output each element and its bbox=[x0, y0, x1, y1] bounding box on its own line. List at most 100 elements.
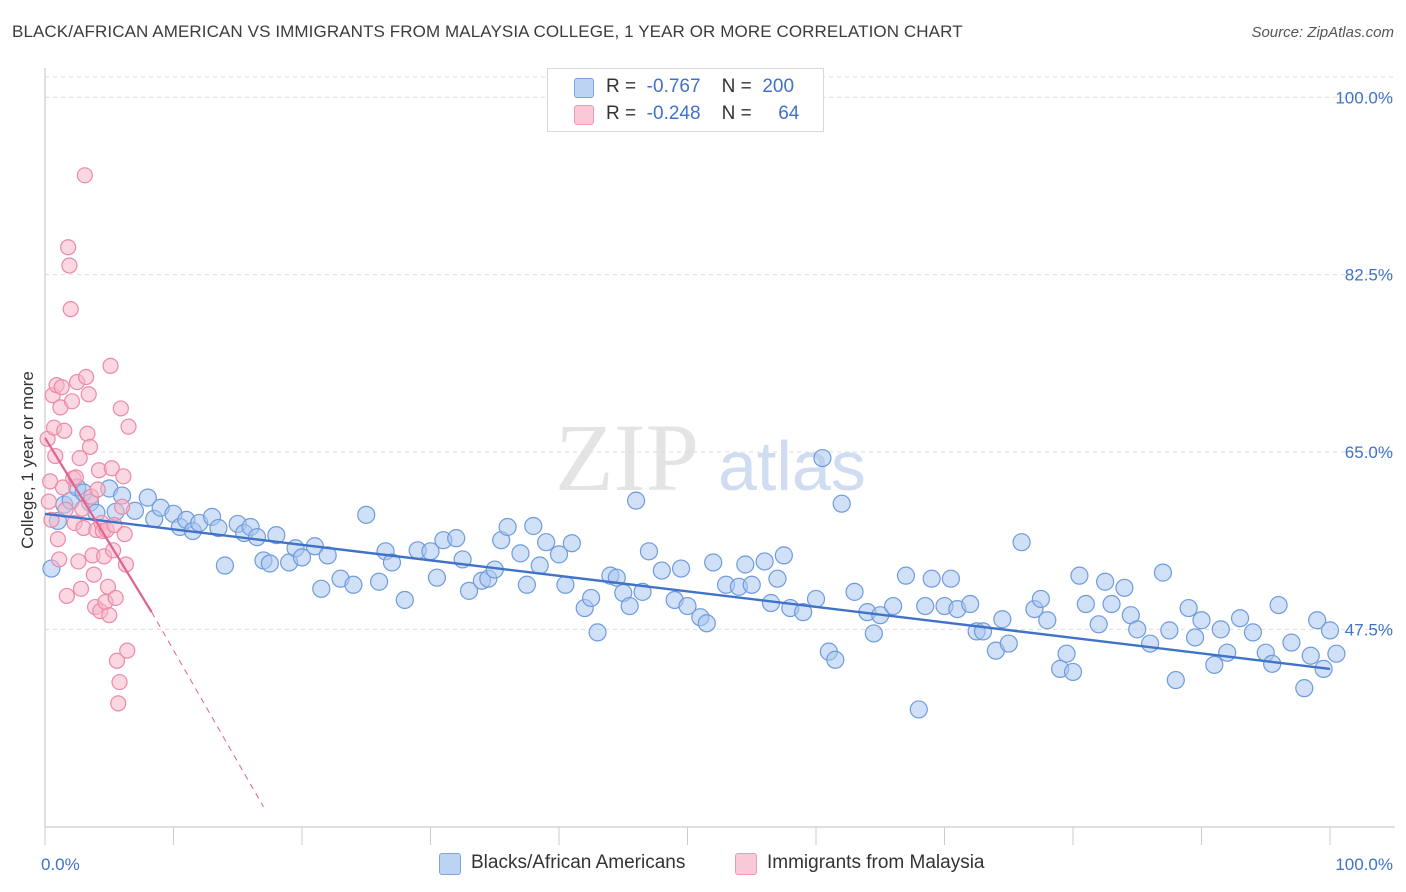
data-point-blacks bbox=[736, 555, 755, 574]
bottom-legend-label: Immigrants from Malaysia bbox=[767, 852, 985, 873]
data-point-malaysia bbox=[54, 479, 72, 496]
source-label: Source: ZipAtlas.com bbox=[1251, 24, 1394, 41]
data-point-malaysia bbox=[53, 379, 70, 396]
data-point-blacks bbox=[247, 528, 267, 547]
data-point-blacks bbox=[1308, 611, 1327, 630]
data-point-blacks bbox=[588, 623, 607, 642]
data-point-blacks bbox=[864, 624, 883, 643]
data-point-blacks bbox=[1160, 621, 1179, 640]
data-point-blacks bbox=[312, 579, 331, 598]
data-point-blacks bbox=[1218, 643, 1237, 662]
data-point-blacks bbox=[370, 572, 389, 591]
data-point-malaysia bbox=[63, 393, 81, 410]
data-point-blacks bbox=[639, 542, 659, 561]
trend-line-malaysia-extension bbox=[151, 611, 264, 807]
data-point-blacks bbox=[1076, 594, 1095, 614]
data-point-malaysia bbox=[119, 642, 136, 659]
bottom-legend-swatch-blue bbox=[439, 853, 461, 875]
data-point-blacks bbox=[498, 517, 517, 537]
y-tick-label: 65.0% bbox=[1345, 443, 1393, 462]
data-point-blacks bbox=[832, 494, 851, 513]
data-point-blacks bbox=[671, 559, 691, 578]
legend-n-value: 200 bbox=[762, 76, 795, 97]
data-point-malaysia bbox=[113, 498, 131, 515]
x-tick-label: 100.0% bbox=[1335, 855, 1393, 874]
data-point-blacks bbox=[344, 575, 363, 594]
data-point-blacks bbox=[562, 534, 581, 553]
data-point-blacks bbox=[697, 614, 716, 633]
data-point-blacks bbox=[1096, 572, 1115, 591]
data-point-blacks bbox=[1115, 578, 1134, 597]
data-point-blacks bbox=[556, 575, 575, 594]
data-point-blacks bbox=[909, 700, 928, 719]
legend-r-label: R = bbox=[606, 76, 637, 97]
data-point-malaysia bbox=[80, 386, 97, 403]
data-point-blacks bbox=[582, 588, 601, 608]
data-point-blacks bbox=[941, 569, 961, 588]
data-point-blacks bbox=[806, 589, 826, 609]
data-point-malaysia bbox=[85, 566, 102, 583]
data-point-blacks bbox=[961, 594, 980, 614]
data-point-blacks bbox=[357, 505, 376, 524]
data-point-malaysia bbox=[40, 493, 57, 510]
data-point-blacks bbox=[1102, 594, 1121, 614]
data-point-blacks bbox=[755, 552, 774, 571]
data-point-malaysia bbox=[49, 531, 66, 548]
data-point-blacks bbox=[1070, 566, 1089, 585]
data-point-malaysia bbox=[112, 400, 129, 417]
chart-title: BLACK/AFRICAN AMERICAN VS IMMIGRANTS FRO… bbox=[12, 22, 963, 41]
trend-line-malaysia bbox=[44, 437, 153, 613]
data-point-malaysia bbox=[111, 673, 128, 691]
data-point-malaysia bbox=[115, 468, 132, 485]
y-tick-label: 100.0% bbox=[1335, 88, 1393, 107]
bottom-legend-label: Blacks/African Americans bbox=[471, 852, 686, 873]
legend-swatch-blue bbox=[574, 78, 594, 98]
data-point-malaysia bbox=[102, 357, 119, 374]
watermark-zip: ZIP bbox=[555, 404, 699, 511]
data-point-malaysia bbox=[120, 418, 137, 435]
data-point-malaysia bbox=[79, 425, 96, 442]
data-point-blacks bbox=[511, 544, 530, 563]
data-point-blacks bbox=[883, 596, 903, 616]
data-point-blacks bbox=[742, 575, 761, 594]
data-point-malaysia bbox=[108, 652, 126, 669]
data-point-malaysia bbox=[71, 449, 88, 467]
data-point-blacks bbox=[1282, 633, 1301, 652]
data-point-blacks bbox=[138, 488, 157, 507]
data-point-blacks bbox=[652, 561, 671, 580]
data-point-blacks bbox=[774, 546, 793, 565]
data-point-blacks bbox=[1243, 623, 1263, 642]
data-point-malaysia bbox=[61, 257, 78, 274]
data-point-malaysia bbox=[81, 438, 99, 456]
data-point-blacks bbox=[1320, 621, 1340, 640]
data-point-malaysia bbox=[99, 578, 117, 595]
tick-labels: 100.0% 82.5% 65.0% 47.5% 0.0% 100.0% bbox=[41, 88, 1393, 874]
correlation-legend: R = -0.767 N = 200 R = -0.248 N = 64 bbox=[547, 68, 824, 132]
legend-r-value: -0.767 bbox=[646, 76, 701, 97]
data-point-blacks bbox=[794, 603, 813, 622]
data-point-blacks bbox=[1295, 679, 1314, 698]
data-point-malaysia bbox=[51, 551, 68, 568]
data-point-blacks bbox=[922, 569, 941, 588]
data-point-malaysia bbox=[56, 422, 73, 439]
data-point-malaysia bbox=[107, 589, 124, 607]
data-point-blacks bbox=[1012, 533, 1031, 552]
data-point-blacks bbox=[395, 590, 414, 610]
data-point-blacks bbox=[1140, 634, 1160, 653]
data-point-malaysia bbox=[116, 525, 133, 543]
data-point-blacks bbox=[704, 553, 723, 572]
data-point-malaysia bbox=[58, 587, 75, 605]
data-point-malaysia bbox=[76, 167, 93, 184]
data-point-blacks bbox=[1301, 646, 1320, 665]
data-point-blacks bbox=[896, 566, 916, 585]
data-point-blacks bbox=[626, 491, 646, 510]
data-point-blacks bbox=[517, 575, 536, 594]
data-point-malaysia bbox=[70, 553, 87, 570]
data-point-malaysia bbox=[72, 580, 90, 597]
data-point-blacks bbox=[549, 545, 569, 564]
data-point-blacks bbox=[999, 634, 1018, 653]
data-point-blacks bbox=[1153, 563, 1173, 582]
data-point-blacks bbox=[1205, 655, 1224, 674]
data-point-blacks bbox=[267, 526, 286, 545]
